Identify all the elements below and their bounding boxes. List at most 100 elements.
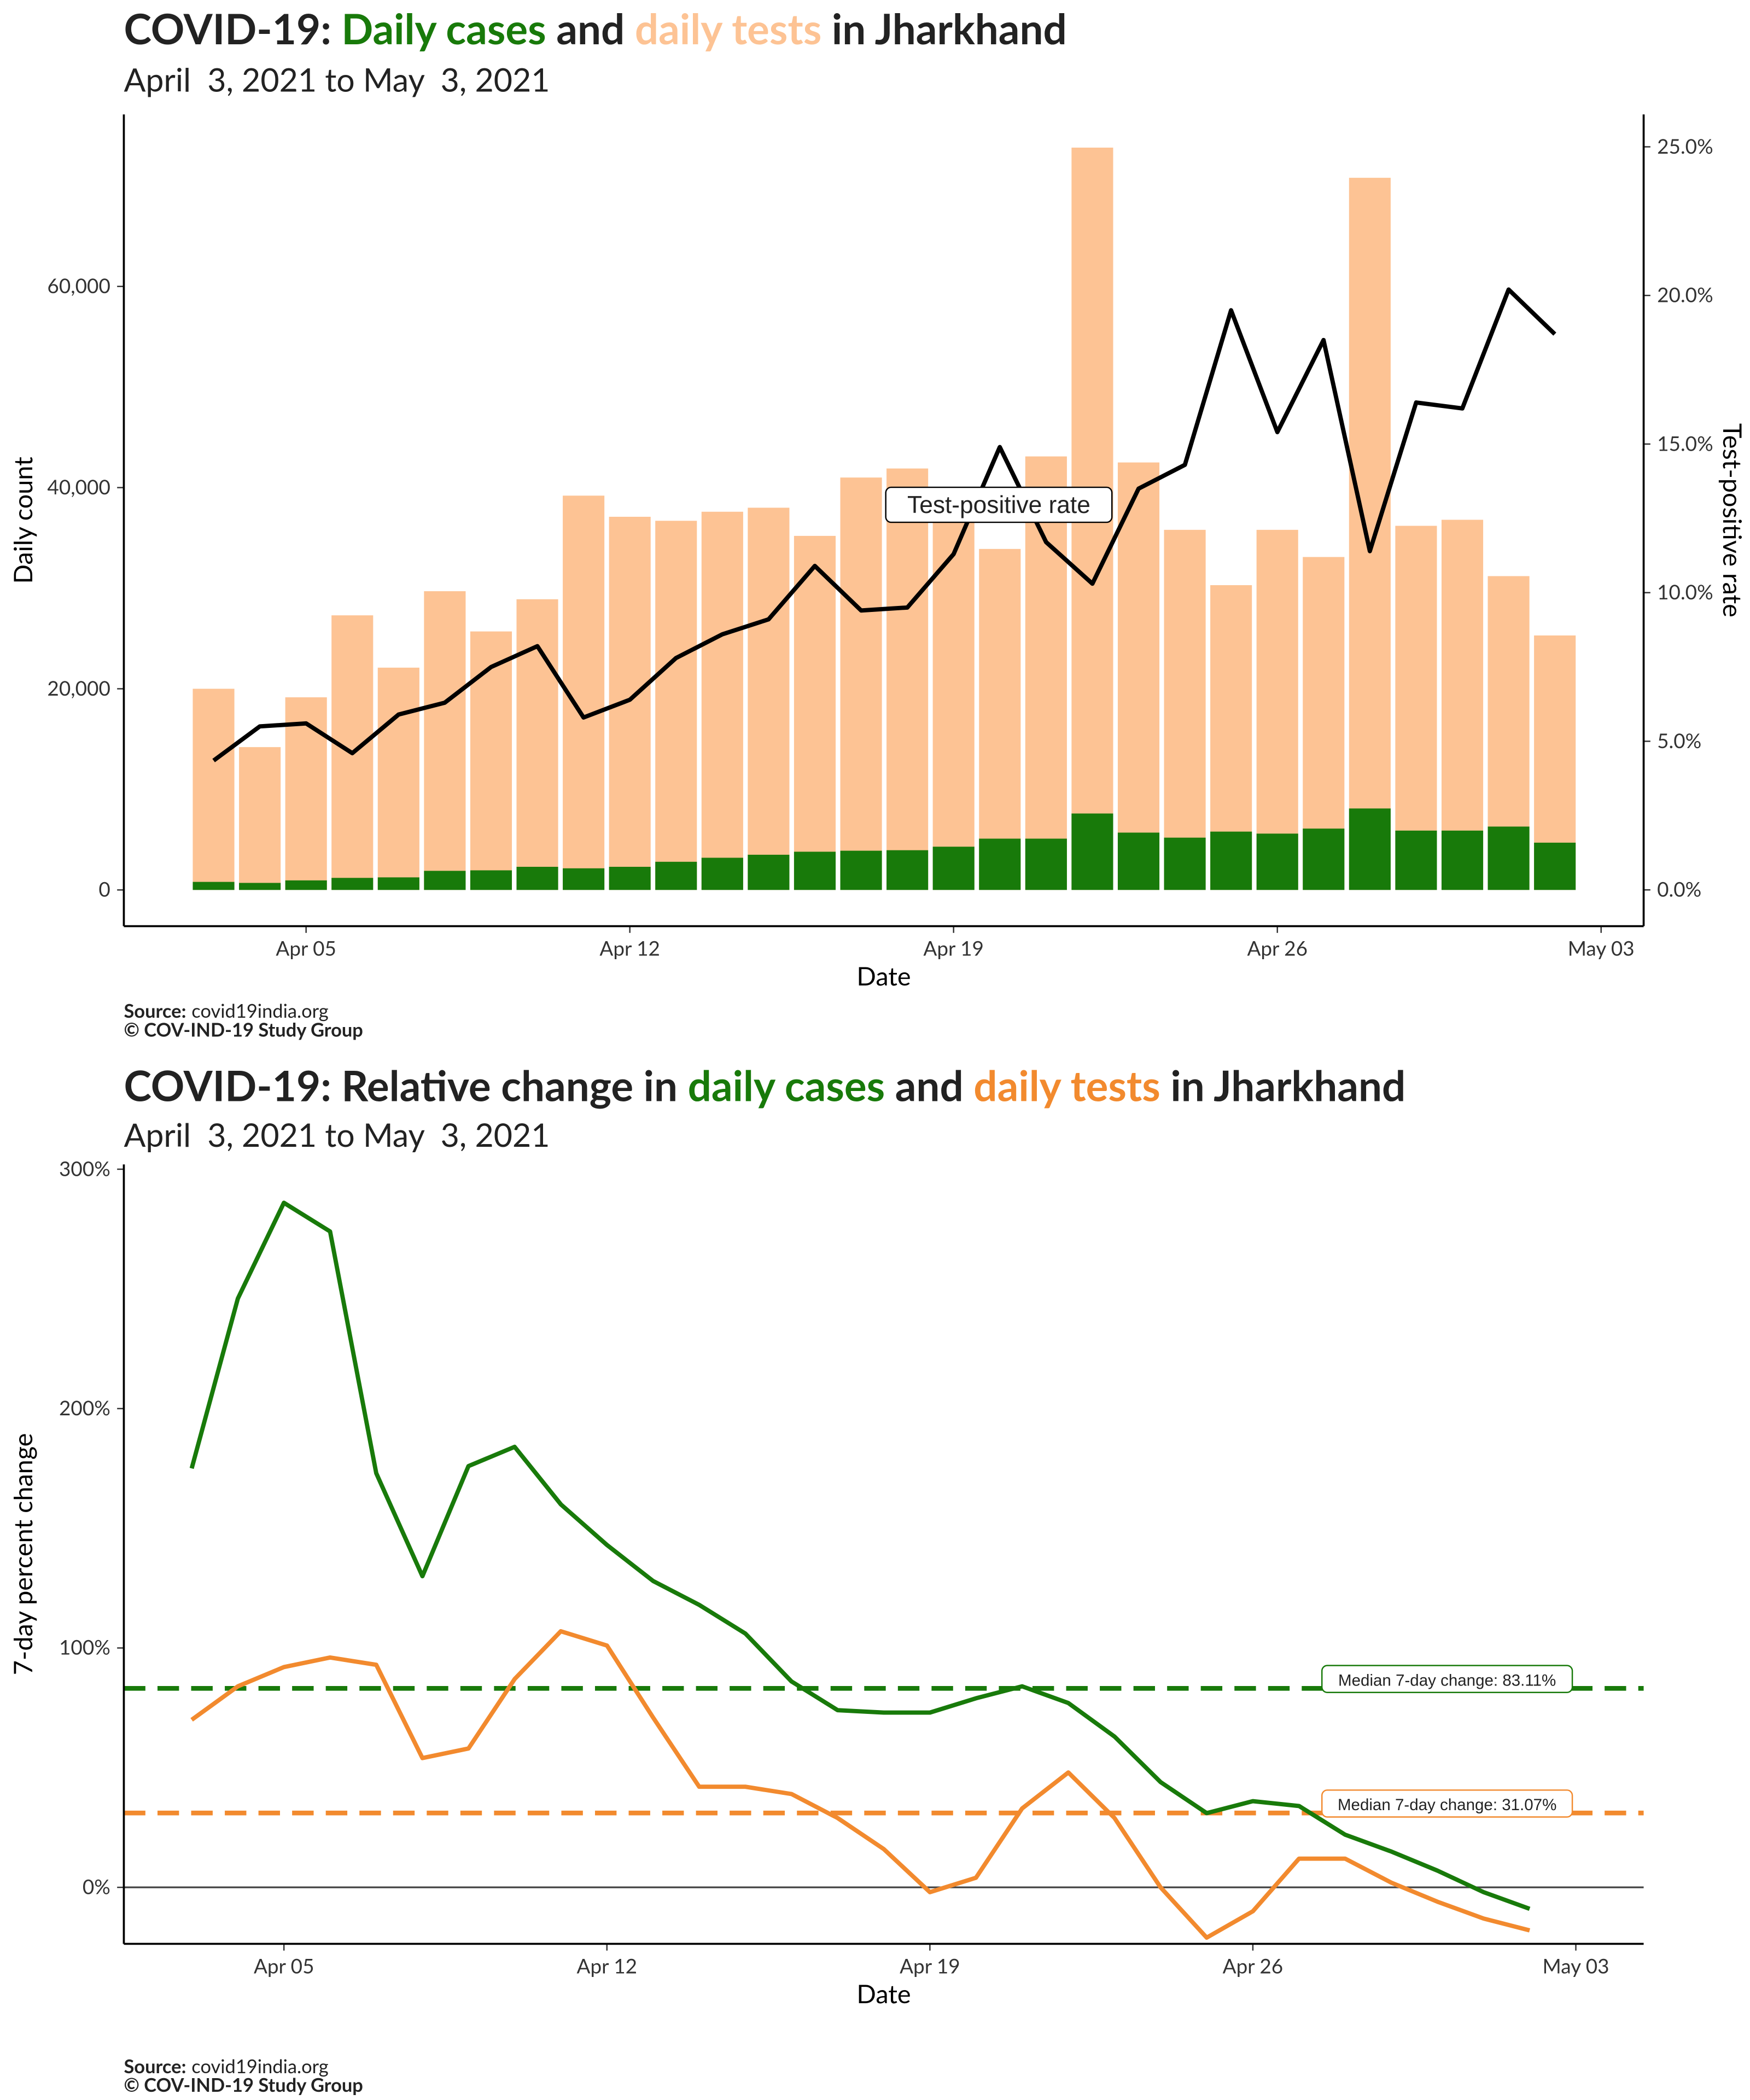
chart-title: COVID-19: Daily cases and daily tests in… [124, 4, 1066, 54]
bar [1534, 842, 1576, 890]
y-tick-label: 100% [59, 1635, 110, 1659]
bar [470, 631, 512, 890]
bar [1117, 462, 1160, 890]
title-part: daily tests [973, 1061, 1160, 1111]
bar [655, 521, 697, 890]
source-text: covid19india.org [191, 1000, 328, 1022]
bar [424, 591, 466, 890]
y-tick-label: 0 [98, 877, 110, 901]
bar [331, 878, 374, 890]
bar [794, 535, 836, 890]
bar [1164, 837, 1206, 890]
y2-tick-label: 25.0% [1657, 134, 1713, 158]
bar [886, 468, 929, 890]
title-part: and [885, 1061, 973, 1111]
bar [516, 867, 558, 890]
source-text: covid19india.org [191, 2055, 328, 2078]
y2-axis-label: Test-positive rate [1718, 423, 1748, 617]
y-axis-label: Daily count [7, 457, 38, 584]
bar [1210, 831, 1252, 890]
bar [1256, 529, 1298, 890]
bar [609, 867, 651, 890]
bar [794, 851, 836, 890]
copyright: © COV-IND-19 Study Group [124, 2074, 363, 2096]
title-part: and [546, 4, 635, 54]
y2-tick-label: 10.0% [1657, 580, 1713, 604]
source: Source: covid19india.org [124, 2055, 328, 2078]
title-part: daily tests [635, 4, 822, 54]
bar [840, 477, 882, 890]
bar [285, 697, 327, 890]
bar [840, 850, 882, 890]
x-tick-label: Apr 05 [276, 936, 336, 960]
title-part: COVID-19: Relative change in [124, 1061, 687, 1111]
subtitle: April 3, 2021 to May 3, 2021 [124, 60, 550, 98]
bar [1256, 833, 1298, 890]
line [212, 287, 1556, 762]
title-part: in Jharkhand [1160, 1061, 1405, 1111]
bar [285, 880, 327, 890]
bar [1303, 829, 1345, 890]
bar [1349, 178, 1391, 890]
y-axis-label: 7-day percent change [7, 1433, 38, 1676]
y2-tick-label: 20.0% [1657, 283, 1713, 307]
reference-label-box [1321, 1665, 1573, 1693]
bar [1117, 832, 1160, 890]
source: Source: covid19india.org [124, 1000, 328, 1022]
bar [1441, 520, 1484, 890]
bar [1441, 830, 1484, 890]
x-tick-label: Apr 12 [599, 936, 660, 960]
bar [1395, 830, 1437, 890]
line-label-box [885, 486, 1113, 523]
x-tick-label: Apr 26 [1223, 1954, 1284, 1978]
line-label: Test-positive rate [907, 492, 1090, 518]
y2-tick-label: 5.0% [1657, 728, 1701, 752]
title-part: daily cases [688, 1061, 885, 1111]
source-label: Source: [124, 2055, 186, 2078]
bar [1349, 808, 1391, 890]
chart-title: COVID-19: Relative change in daily cases… [124, 1061, 1405, 1111]
x-axis-label: Date [856, 960, 911, 991]
y-tick-label: 60,000 [47, 273, 110, 298]
line [190, 1629, 1531, 1940]
bar [239, 883, 281, 890]
bar [377, 667, 419, 890]
y-tick-label: 20,000 [47, 676, 110, 700]
bar [192, 689, 235, 890]
y-tick-label: 40,000 [47, 475, 110, 499]
subtitle: April 3, 2021 to May 3, 2021 [124, 1115, 550, 1154]
bar [1025, 838, 1067, 890]
title-part: in Jharkhand [821, 4, 1066, 54]
y-tick-label: 200% [59, 1396, 110, 1420]
bar [932, 503, 975, 890]
bar [1395, 526, 1437, 890]
bar [701, 511, 743, 890]
bar [239, 747, 281, 890]
x-tick-label: Apr 26 [1247, 936, 1308, 960]
x-axis-label: Date [856, 1978, 911, 2009]
bar [748, 854, 790, 890]
x-tick-label: May 03 [1568, 936, 1635, 960]
bar [1164, 529, 1206, 890]
bar [1025, 456, 1067, 890]
bar [979, 549, 1021, 890]
y2-tick-label: 0.0% [1657, 877, 1701, 901]
bar [1071, 813, 1113, 890]
bar [1488, 826, 1530, 890]
bar [563, 868, 605, 890]
bar [979, 838, 1021, 890]
title-part: Daily cases [341, 4, 546, 54]
bar [192, 882, 235, 890]
reference-label: Median 7-day change: 31.07% [1338, 1796, 1556, 1814]
bar [655, 861, 697, 890]
bar [424, 871, 466, 890]
bar [470, 870, 512, 890]
x-tick-label: Apr 12 [577, 1954, 638, 1978]
x-tick-label: Apr 05 [254, 1954, 314, 1978]
reference-label: Median 7-day change: 83.11% [1338, 1671, 1556, 1689]
x-tick-label: May 03 [1543, 1954, 1609, 1978]
bar [932, 847, 975, 890]
bar [886, 850, 929, 890]
title-part: COVID-19: [124, 4, 341, 54]
